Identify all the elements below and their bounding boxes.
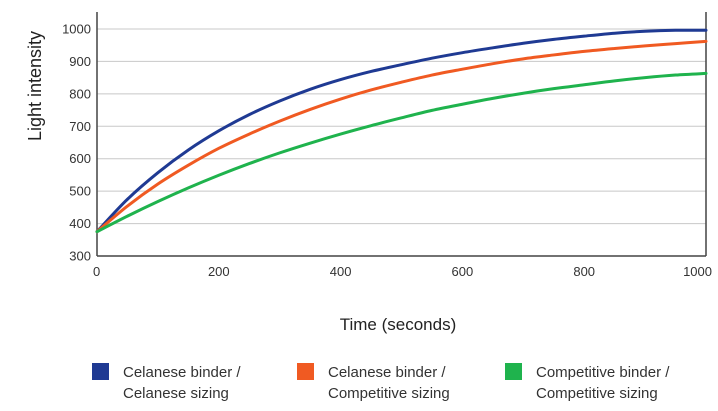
legend-label: Celanese binder / Celanese sizing xyxy=(123,364,241,402)
legend: Celanese binder / Celanese sizing Celane… xyxy=(0,362,718,410)
legend-item: Competitive binder / Competitive sizing xyxy=(505,362,669,404)
x-tick-label: 800 xyxy=(573,264,595,279)
y-tick-label: 500 xyxy=(69,184,91,199)
y-tick-label: 300 xyxy=(69,249,91,264)
y-axis-title: Light intensity xyxy=(25,31,45,141)
y-tick-label: 700 xyxy=(69,119,91,134)
gridlines xyxy=(97,28,706,225)
legend-label: Competitive binder / Competitive sizing xyxy=(536,364,670,402)
series-lines xyxy=(95,28,708,234)
x-axis-title: Time (seconds) xyxy=(340,315,457,334)
x-tick-label: 400 xyxy=(330,264,352,279)
legend-swatch xyxy=(505,363,522,380)
y-tick-label: 1000 xyxy=(62,22,91,37)
legend-swatch xyxy=(297,363,314,380)
legend-swatch xyxy=(92,363,109,380)
line-chart: 300 400 500 600 700 800 900 1000 0 200 400 600 800 1… xyxy=(25,12,712,334)
x-tick-label: 200 xyxy=(208,264,230,279)
legend-label: Celanese binder / Competitive sizing xyxy=(328,364,450,402)
series-line-0 xyxy=(95,28,708,234)
x-tick-label: 0 xyxy=(93,264,100,279)
legend-item: Celanese binder / Celanese sizing xyxy=(92,362,241,404)
y-tick-label: 400 xyxy=(69,216,91,231)
y-tick-labels: 300 400 500 600 700 800 900 1000 xyxy=(62,22,91,264)
y-tick-label: 900 xyxy=(69,54,91,69)
axes xyxy=(96,12,707,257)
x-tick-labels: 0 200 400 600 800 1000 xyxy=(93,264,712,279)
x-tick-label: 1000 xyxy=(683,264,712,279)
series-line-2 xyxy=(95,71,708,234)
legend-item: Celanese binder / Competitive sizing xyxy=(297,362,450,404)
y-tick-label: 600 xyxy=(69,151,91,166)
series-line-1 xyxy=(95,39,708,234)
y-tick-label: 800 xyxy=(69,86,91,101)
x-tick-label: 600 xyxy=(452,264,474,279)
